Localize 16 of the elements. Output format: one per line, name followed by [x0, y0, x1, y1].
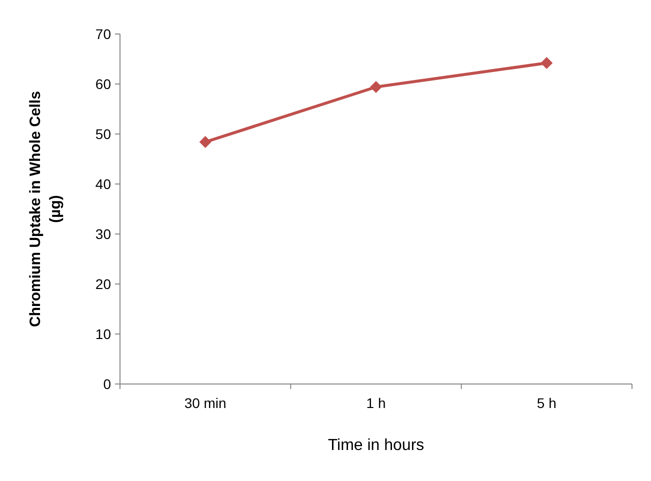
y-tick-label: 70	[95, 26, 112, 42]
y-tick-label: 20	[95, 276, 112, 292]
x-tick-label: 30 min	[184, 395, 226, 411]
x-tick-label: 5 h	[536, 395, 556, 411]
y-tick-label: 0	[103, 376, 112, 392]
y-axis-title: Chromium Uptake in Whole Cells (µg)	[27, 91, 64, 327]
y-tick-label: 50	[95, 126, 112, 142]
point	[370, 81, 382, 93]
y-tick-label: 30	[95, 226, 112, 242]
y-tick-label: 10	[95, 326, 112, 342]
y-tick-label: 60	[95, 76, 112, 92]
point	[199, 136, 212, 148]
x-axis-title: Time in hours	[328, 437, 424, 454]
x-tick-label: 1 h	[366, 395, 386, 411]
point	[540, 57, 553, 69]
y-tick-label: 40	[95, 176, 112, 192]
